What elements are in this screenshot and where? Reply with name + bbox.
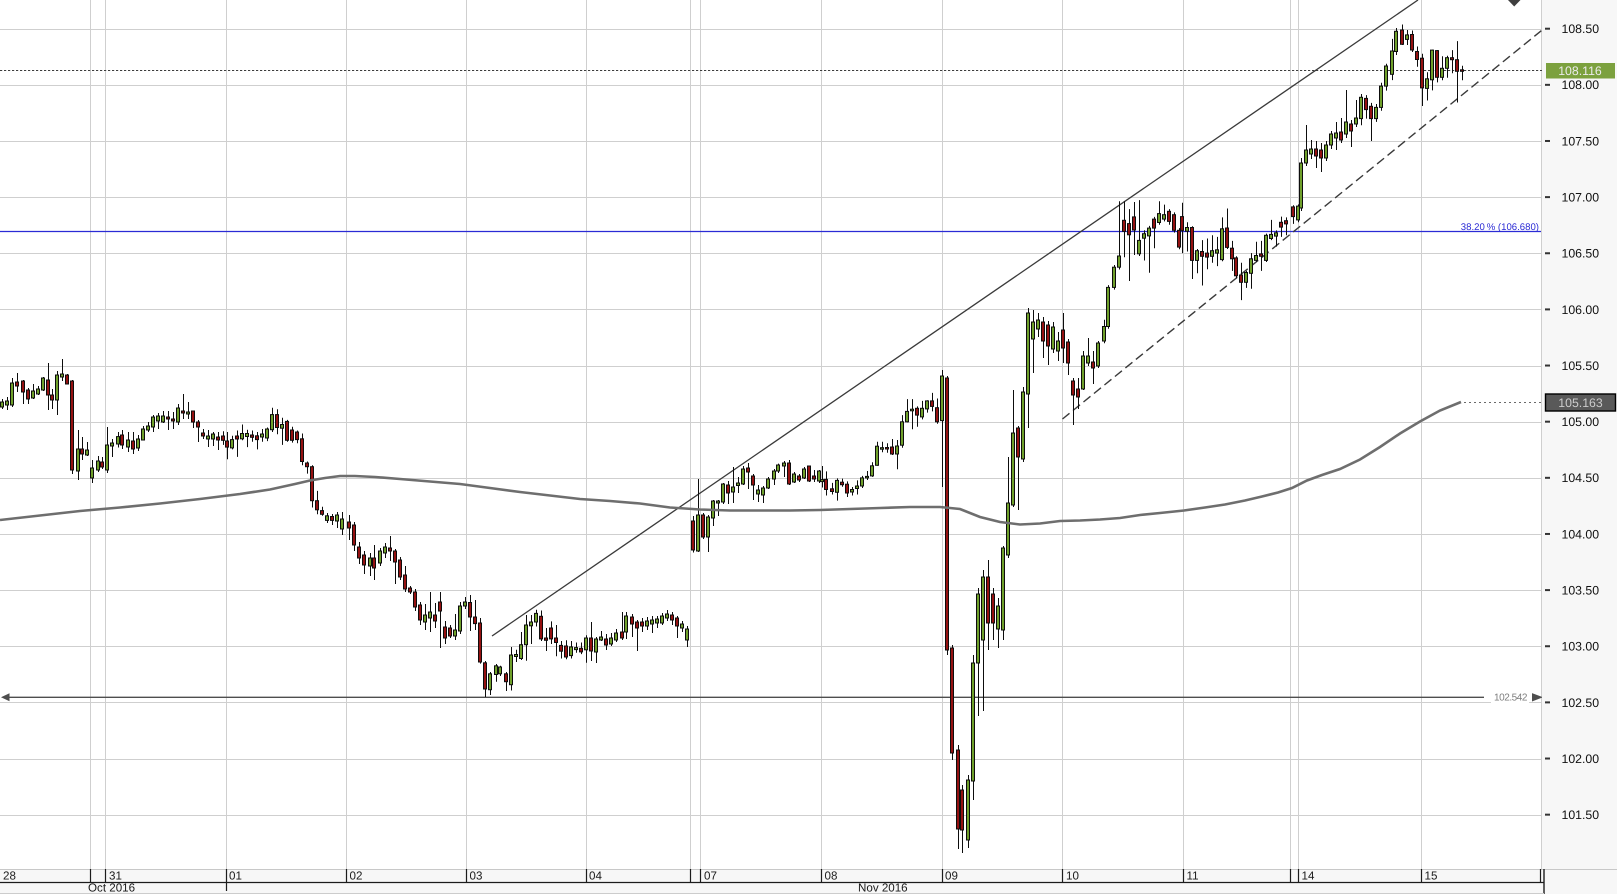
svg-text:105.50: 105.50: [1562, 359, 1600, 373]
svg-text:28: 28: [3, 870, 16, 883]
svg-text:108.116: 108.116: [1558, 64, 1602, 78]
svg-text:101.50: 101.50: [1562, 808, 1600, 822]
svg-text:14: 14: [1302, 870, 1315, 883]
svg-text:10: 10: [1066, 870, 1079, 883]
svg-text:107.50: 107.50: [1562, 134, 1600, 148]
svg-text:107.00: 107.00: [1562, 191, 1600, 205]
svg-text:11: 11: [1187, 870, 1199, 883]
svg-text:Nov 2016: Nov 2016: [858, 882, 908, 894]
svg-text:09: 09: [945, 870, 958, 883]
svg-text:01: 01: [229, 870, 242, 883]
svg-text:102.50: 102.50: [1562, 696, 1600, 710]
svg-text:08: 08: [825, 870, 838, 883]
svg-text:38.20 % (106.680): 38.20 % (106.680): [1461, 222, 1539, 233]
svg-text:106.00: 106.00: [1562, 303, 1600, 317]
svg-text:02: 02: [350, 870, 363, 883]
svg-text:04: 04: [589, 870, 602, 883]
svg-text:102.542: 102.542: [1494, 693, 1528, 704]
svg-text:106.50: 106.50: [1562, 247, 1600, 261]
svg-text:103.00: 103.00: [1562, 640, 1600, 654]
svg-text:102.00: 102.00: [1562, 752, 1600, 766]
svg-text:07: 07: [704, 870, 717, 883]
svg-text:105.163: 105.163: [1558, 396, 1603, 410]
svg-text:15: 15: [1425, 870, 1438, 883]
svg-text:105.00: 105.00: [1562, 415, 1600, 429]
svg-text:104.50: 104.50: [1562, 471, 1600, 485]
svg-text:108.50: 108.50: [1562, 22, 1600, 36]
svg-text:31: 31: [109, 870, 122, 883]
svg-text:104.00: 104.00: [1562, 527, 1600, 541]
svg-text:Oct 2016: Oct 2016: [88, 882, 135, 894]
svg-text:103.50: 103.50: [1562, 584, 1600, 598]
svg-text:03: 03: [470, 870, 483, 883]
svg-text:108.00: 108.00: [1562, 78, 1600, 92]
